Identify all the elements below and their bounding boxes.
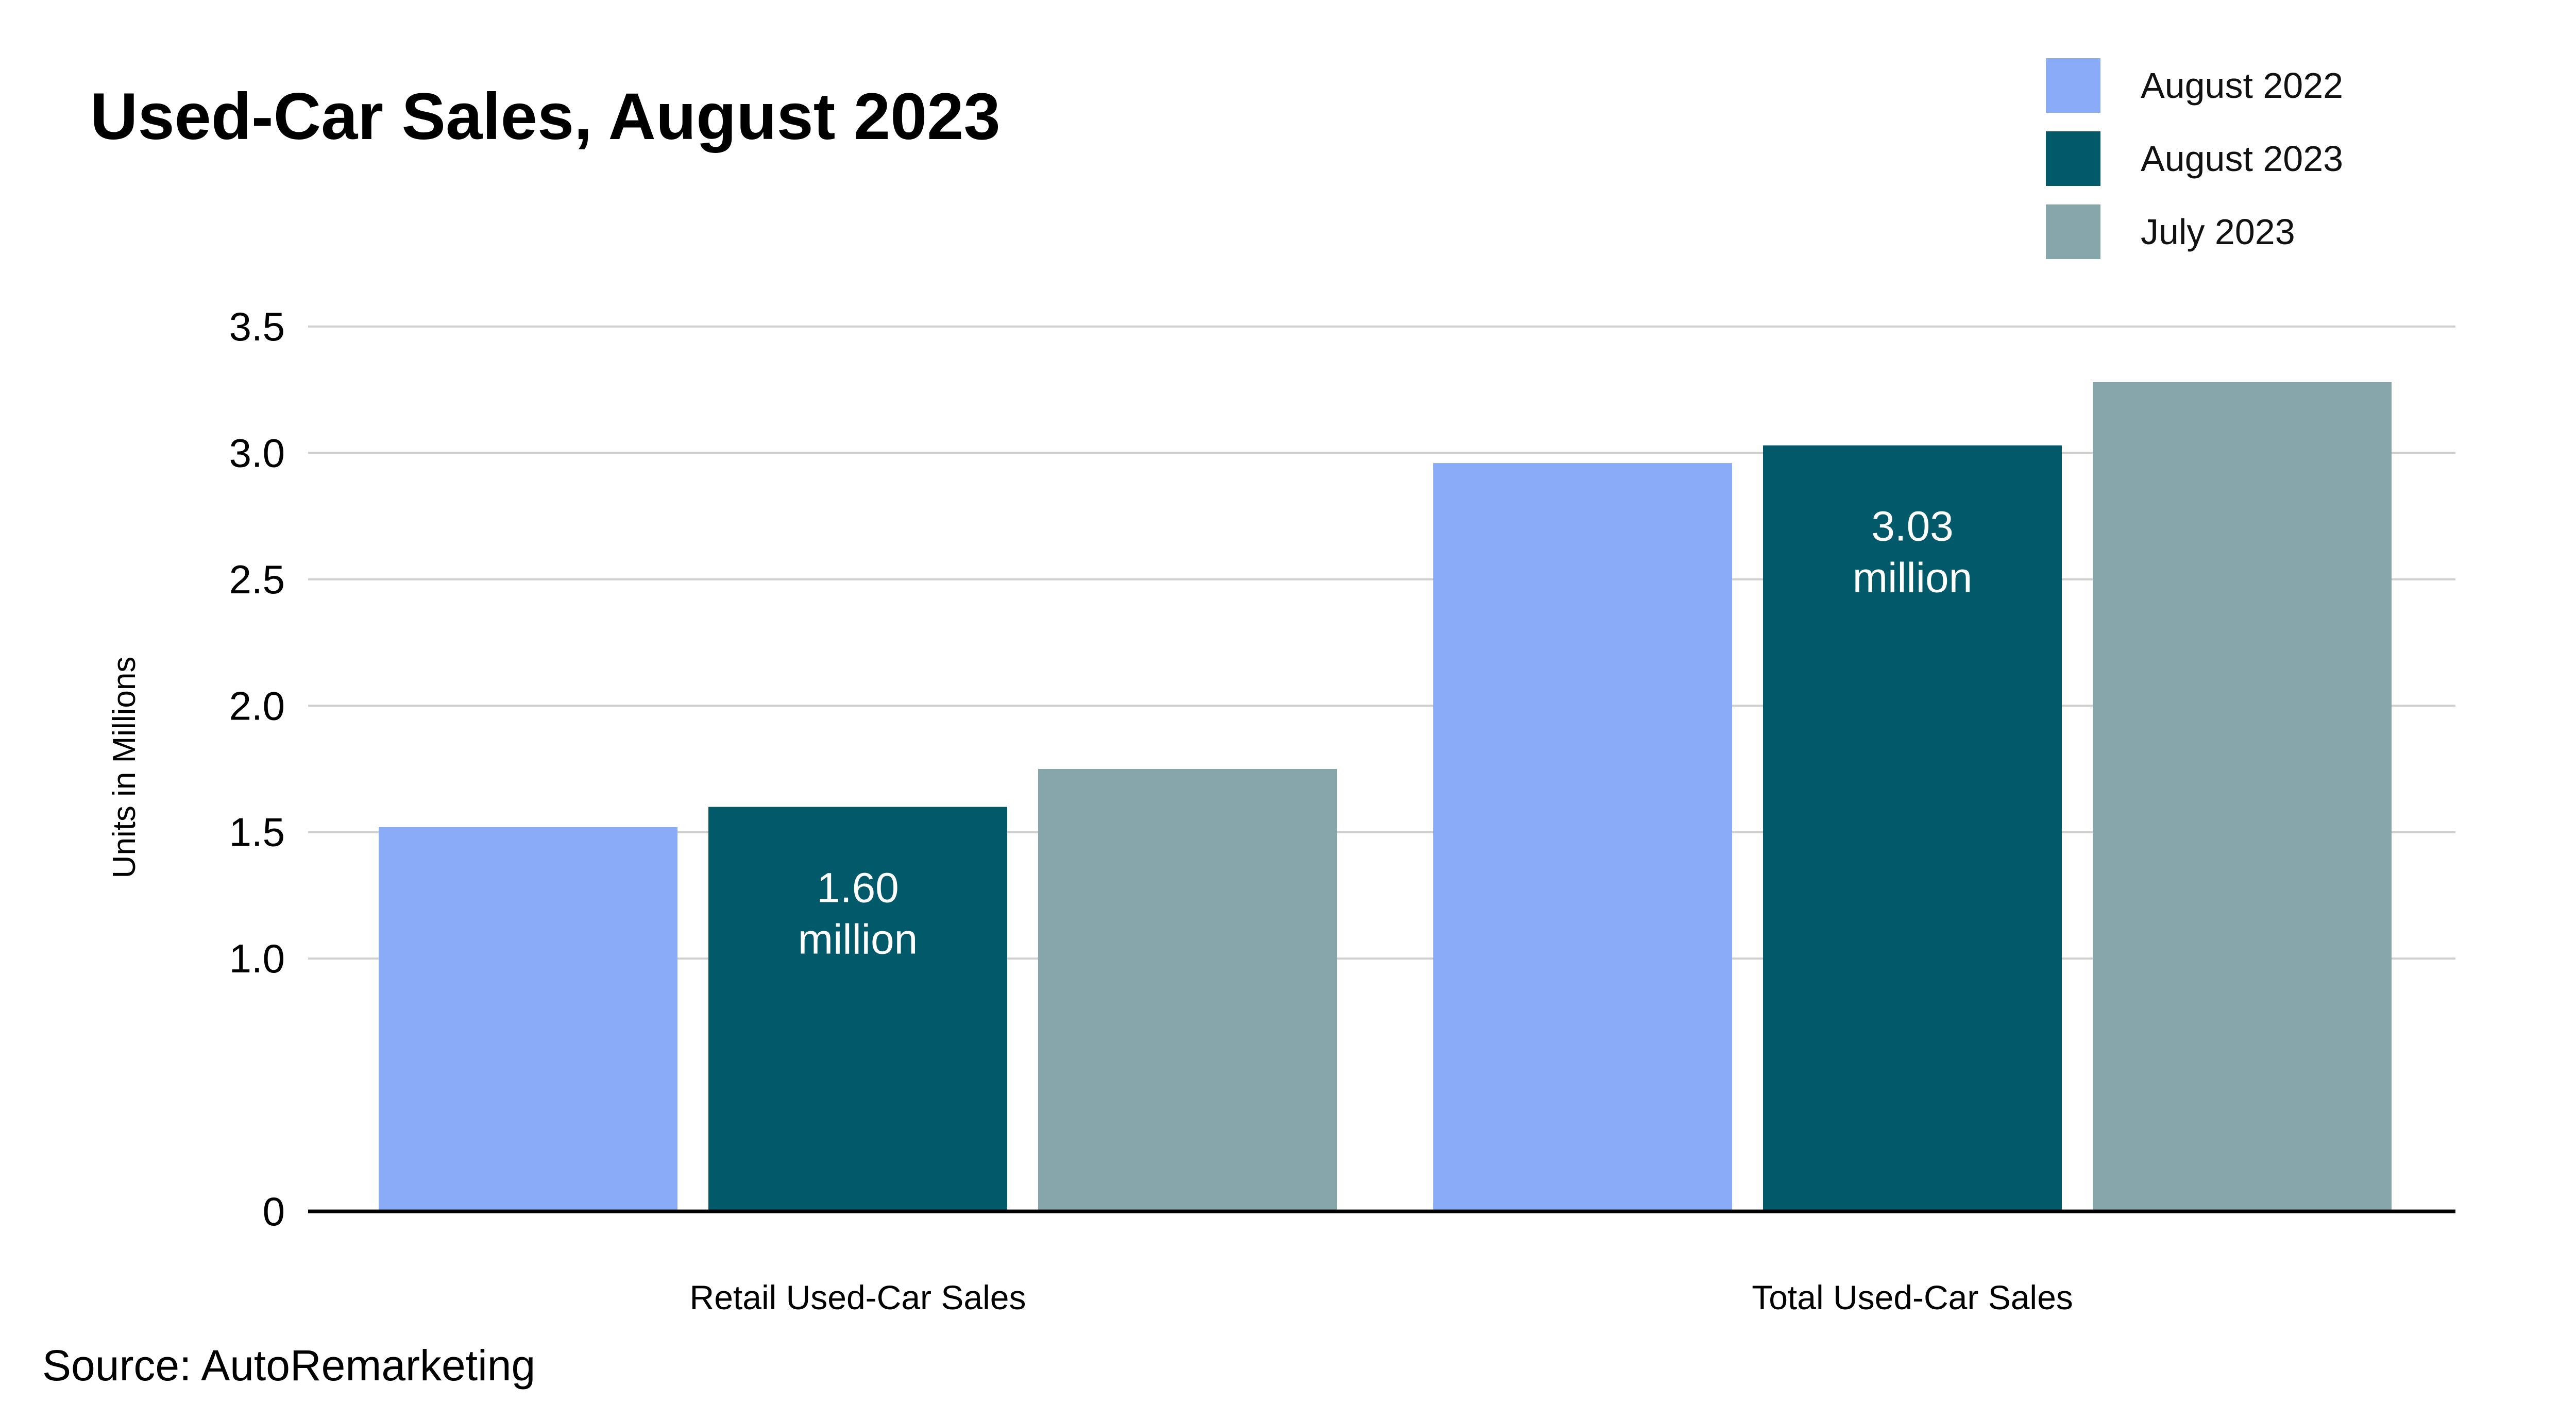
chart-title: Used-Car Sales, August 2023 (90, 80, 1001, 153)
legend-swatch (2046, 131, 2100, 186)
x-category-label: Total Used-Car Sales (1752, 1278, 2073, 1316)
source-note: Source: AutoRemarketing (42, 1341, 535, 1390)
legend: August 2022 August 2023 July 2023 (2046, 58, 2343, 259)
y-axis-label: Units in Millions (107, 657, 142, 879)
x-category-label: Retail Used-Car Sales (690, 1278, 1026, 1316)
bar-august-2022-1 (1433, 463, 1732, 1211)
bar-data-label: 1.60 (817, 865, 899, 912)
bar-august-2023-0 (708, 807, 1007, 1211)
bar-july-2023-0 (1038, 769, 1337, 1211)
y-tick-label: 0 (263, 1189, 285, 1234)
x-axis-category-labels: Retail Used-Car Sales Total Used-Car Sale… (690, 1278, 2073, 1316)
bar-august-2023-1 (1763, 445, 2062, 1211)
y-tick-label: 1.5 (229, 810, 285, 855)
bar-data-label: million (1853, 555, 1972, 602)
legend-label: August 2023 (2141, 139, 2343, 179)
legend-label: July 2023 (2141, 212, 2295, 252)
legend-swatch (2046, 204, 2100, 259)
bar-data-label: 3.03 (1871, 503, 1954, 550)
bar-data-label: million (798, 916, 918, 963)
y-tick-label: 3.0 (229, 430, 285, 475)
bar-july-2023-1 (2093, 382, 2392, 1212)
bar-august-2022-0 (379, 827, 677, 1211)
y-tick-label: 2.5 (229, 557, 285, 602)
y-tick-label: 1.0 (229, 936, 285, 981)
legend-label: August 2022 (2141, 65, 2343, 106)
legend-swatch (2046, 58, 2100, 113)
y-tick-label: 2.0 (229, 683, 285, 728)
y-axis-ticks: 0 1.0 1.5 2.0 2.5 3.0 3.5 (229, 304, 285, 1234)
bars (379, 382, 2392, 1212)
y-tick-label: 3.5 (229, 304, 285, 349)
